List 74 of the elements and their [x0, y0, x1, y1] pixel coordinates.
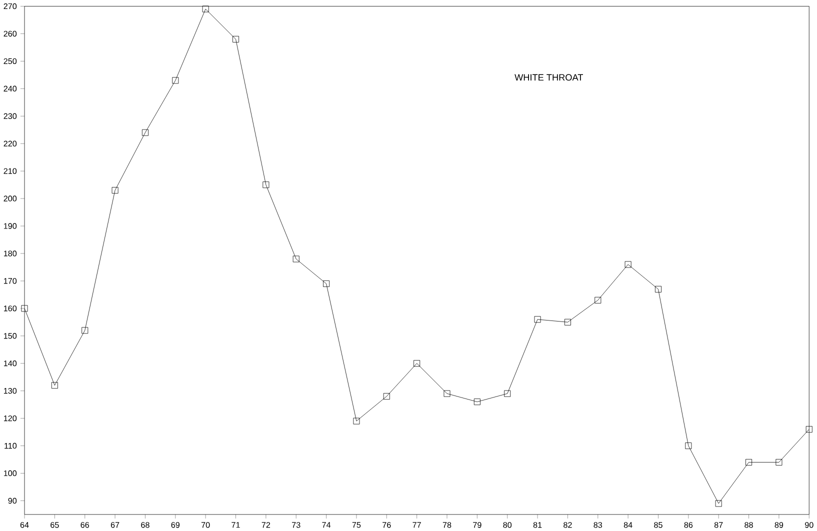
point	[232, 36, 239, 42]
x-tick-label: 70	[201, 522, 210, 528]
point	[112, 186, 118, 194]
y-tick-label: 220	[4, 140, 17, 146]
point	[353, 418, 360, 424]
point	[142, 129, 148, 136]
y-tick-label: 120	[4, 415, 17, 422]
point	[82, 327, 88, 334]
point	[624, 261, 632, 268]
point	[51, 382, 58, 388]
point	[564, 318, 571, 326]
y-tick-label: 200	[4, 196, 17, 202]
x-tick-label: 86	[684, 522, 693, 528]
point	[504, 390, 511, 397]
x-tick-label: 74	[322, 522, 331, 528]
point	[414, 360, 420, 367]
point	[806, 426, 812, 432]
y-tick-label: 140	[4, 360, 17, 366]
point	[383, 393, 390, 400]
x-tick-label: 81	[533, 522, 542, 528]
point	[655, 286, 662, 292]
point	[172, 77, 179, 84]
y-tick-label: 210	[4, 168, 17, 174]
point	[594, 296, 602, 304]
x-tick-label: 78	[442, 522, 452, 528]
point	[202, 6, 209, 12]
x-tick-label: 68	[141, 522, 150, 528]
x-tick-label: 71	[232, 522, 240, 528]
x-tick-label: 65	[50, 522, 59, 528]
annotation: WHITE THROAT	[514, 74, 583, 81]
x-tick-label: 69	[171, 522, 180, 528]
y-tick-label: 250	[4, 58, 17, 64]
y-tick-label: 180	[4, 250, 17, 256]
x-tick-label: 73	[292, 522, 300, 528]
x-tick-label: 83	[594, 522, 602, 528]
x-tick-label: 88	[744, 522, 753, 528]
point	[715, 500, 722, 507]
y-tick-label: 90	[8, 498, 17, 504]
y-tick-label: 190	[4, 223, 17, 229]
x-tick-label: 84	[624, 522, 632, 528]
x-tick-label: 80	[503, 522, 512, 528]
y-tick-label: 240	[4, 86, 17, 92]
point	[534, 316, 541, 323]
point	[776, 458, 782, 466]
y-tick-label: 130	[4, 388, 17, 394]
y-tick-label: 160	[4, 305, 17, 312]
x-tick-label: 76	[382, 522, 391, 528]
y-tick-label: 260	[4, 30, 17, 36]
y-tick-label: 100	[4, 470, 17, 476]
x-tick-label: 75	[352, 522, 361, 528]
y-tick-label: 110	[4, 442, 17, 449]
point	[746, 458, 752, 466]
x-tick-label: 87	[714, 522, 723, 528]
x-tick-label: 77	[412, 522, 421, 528]
x-tick-label: 89	[774, 522, 784, 528]
x-tick-label: 79	[473, 522, 482, 528]
x-tick-label: 85	[654, 522, 662, 528]
point	[262, 181, 270, 188]
point	[292, 256, 300, 262]
x-tick-label: 64	[20, 522, 29, 528]
x-tick-label: 90	[805, 522, 814, 528]
y-tick-label: 150	[4, 332, 17, 339]
x-tick-label: 82	[564, 522, 572, 528]
x-tick-label: 66	[80, 522, 90, 528]
point	[685, 442, 692, 449]
point	[474, 398, 480, 405]
y-tick-label: 230	[4, 113, 17, 119]
point	[323, 280, 330, 287]
point	[21, 305, 28, 312]
y-tick-label: 170	[4, 278, 17, 284]
y-tick-label: 270	[4, 3, 17, 10]
point	[444, 390, 450, 397]
x-tick-label: 72	[262, 522, 270, 528]
x-tick-label: 67	[110, 522, 120, 528]
